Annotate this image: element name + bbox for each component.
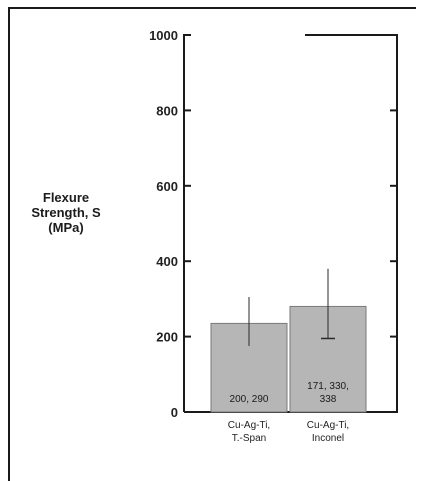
y-axis-title: Flexure Strength, S (MPa) <box>14 190 118 235</box>
bar-data-label: 200, 290 <box>230 394 269 405</box>
y-tick-label: 0 <box>171 405 178 420</box>
y-tick-label: 600 <box>156 179 178 194</box>
y-axis-title-line: Flexure <box>42 190 90 205</box>
y-ticks-right <box>390 34 397 413</box>
y-ticks-left <box>184 34 191 413</box>
y-tick-label: 800 <box>156 103 178 118</box>
category-label: T.-Span <box>232 433 266 444</box>
y-axis-title-line: Strength, S <box>31 205 101 220</box>
bar-data-labels: 200, 290 171, 330, 338 <box>230 381 349 405</box>
error-bars <box>248 268 335 347</box>
category-label: Cu-Ag-Ti, <box>307 420 349 431</box>
category-label: Cu-Ag-Ti, <box>228 420 270 431</box>
bar-data-label: 171, 330, <box>307 381 349 392</box>
y-tick-label: 1000 <box>149 28 178 43</box>
bar-data-label: 338 <box>320 394 337 405</box>
y-axis-title-line: (MPa) <box>48 220 84 235</box>
category-label: Inconel <box>312 433 344 444</box>
y-tick-label: 200 <box>156 330 178 345</box>
y-tick-labels: 0 200 400 600 800 1000 <box>149 28 178 420</box>
y-tick-label: 400 <box>156 254 178 269</box>
category-labels: Cu-Ag-Ti, T.-Span Cu-Ag-Ti, Inconel <box>228 420 349 444</box>
